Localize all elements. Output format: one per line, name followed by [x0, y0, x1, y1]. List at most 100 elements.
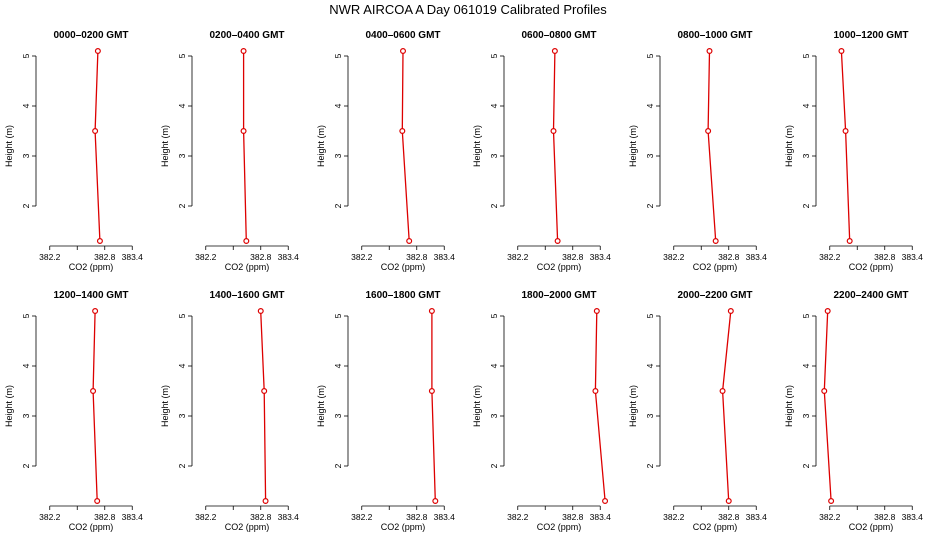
x-axis-label: CO2 (ppm) — [69, 522, 114, 532]
y-axis-label: Height (m) — [4, 125, 14, 167]
x-tick-label: 382.8 — [718, 512, 740, 522]
panel-title: 0600–0800 GMT — [521, 30, 596, 41]
data-point — [262, 498, 269, 505]
y-tick-label: 3 — [489, 413, 499, 418]
data-point — [432, 498, 439, 505]
panel-title: 0400–0600 GMT — [365, 30, 440, 41]
y-tick-label: 3 — [801, 413, 811, 418]
profile-panel: 2200–2400 GMT 2 3 4 5 382.2 382.8 383.4 CO2 (ppm… — [784, 290, 923, 532]
x-tick-label: 382.8 — [94, 512, 116, 522]
x-axis-label: CO2 (ppm) — [693, 262, 738, 272]
panel-title: 2200–2400 GMT — [833, 290, 908, 301]
y-axis-label: Height (m) — [628, 125, 638, 167]
panel-title: 1000–1200 GMT — [833, 30, 908, 41]
x-tick-label: 382.2 — [819, 512, 841, 522]
data-point — [554, 238, 561, 245]
y-tick-label: 2 — [177, 463, 187, 468]
y-tick-label: 5 — [21, 53, 31, 58]
panel-title: 1200–1400 GMT — [53, 290, 128, 301]
data-point — [842, 128, 849, 135]
y-tick-label: 5 — [645, 53, 655, 58]
y-tick-label: 5 — [333, 313, 343, 318]
data-point — [94, 498, 101, 505]
y-tick-label: 4 — [489, 363, 499, 368]
x-tick-label: 382.2 — [195, 512, 217, 522]
x-tick-label: 383.4 — [902, 512, 924, 522]
x-axis-label: CO2 (ppm) — [537, 522, 582, 532]
y-axis-label: Height (m) — [4, 385, 14, 427]
x-tick-label: 383.4 — [122, 252, 144, 262]
y-tick-label: 4 — [801, 363, 811, 368]
data-point — [257, 308, 264, 315]
panel-title: 0800–1000 GMT — [677, 30, 752, 41]
data-point — [243, 238, 250, 245]
x-tick-label: 382.8 — [718, 252, 740, 262]
y-tick-label: 2 — [801, 463, 811, 468]
x-tick-label: 383.4 — [746, 252, 768, 262]
y-tick-label: 4 — [177, 363, 187, 368]
co2-profile-line — [840, 50, 851, 242]
data-point — [400, 47, 407, 54]
y-tick-label: 2 — [21, 203, 31, 208]
co2-profile-line — [401, 50, 410, 242]
y-axis-label: Height (m) — [784, 125, 794, 167]
x-tick-label: 382.2 — [663, 252, 685, 262]
y-tick-label: 3 — [333, 153, 343, 158]
co2-profile-line — [92, 310, 98, 502]
x-tick-label: 382.8 — [250, 252, 272, 262]
data-point — [428, 388, 435, 395]
data-point — [828, 498, 835, 505]
y-tick-label: 5 — [801, 53, 811, 58]
x-tick-label: 382.8 — [874, 512, 896, 522]
y-axis-label: Height (m) — [316, 385, 326, 427]
y-tick-label: 2 — [801, 203, 811, 208]
profile-panel: 0200–0400 GMT 2 3 4 5 382.2 382.8 383.4 CO2 (ppm… — [160, 30, 299, 272]
data-point — [838, 47, 845, 54]
y-tick-label: 4 — [645, 363, 655, 368]
y-axis-label: Height (m) — [628, 385, 638, 427]
co2-profile-line — [823, 310, 832, 502]
y-tick-label: 5 — [21, 313, 31, 318]
co2-profile-line — [707, 50, 717, 242]
panel-title: 1400–1600 GMT — [209, 290, 284, 301]
panel-title: 1600–1800 GMT — [365, 290, 440, 301]
y-tick-label: 4 — [333, 363, 343, 368]
data-point — [846, 238, 853, 245]
co2-profile-line — [721, 310, 732, 502]
y-tick-label: 4 — [801, 103, 811, 108]
y-tick-label: 5 — [645, 313, 655, 318]
profile-panel: 0600–0800 GMT 2 3 4 5 382.2 382.8 383.4 CO2 (ppm… — [472, 30, 611, 272]
x-axis-label: CO2 (ppm) — [849, 262, 894, 272]
y-tick-label: 3 — [21, 153, 31, 158]
x-tick-label: 382.2 — [39, 252, 61, 262]
x-tick-label: 383.4 — [590, 512, 612, 522]
y-axis-label: Height (m) — [784, 385, 794, 427]
data-point — [94, 47, 101, 54]
data-point — [593, 308, 600, 315]
y-tick-label: 4 — [333, 103, 343, 108]
y-tick-label: 2 — [489, 463, 499, 468]
x-axis-label: CO2 (ppm) — [225, 522, 270, 532]
data-point — [727, 308, 734, 315]
y-axis-label: Height (m) — [160, 125, 170, 167]
x-tick-label: 383.4 — [278, 512, 300, 522]
data-point — [92, 308, 99, 315]
y-tick-label: 4 — [21, 103, 31, 108]
y-tick-label: 5 — [489, 53, 499, 58]
panel-title: 0200–0400 GMT — [209, 30, 284, 41]
data-point — [406, 238, 413, 245]
y-tick-label: 5 — [489, 313, 499, 318]
y-tick-label: 2 — [645, 203, 655, 208]
data-point — [399, 128, 406, 135]
data-point — [90, 388, 97, 395]
y-tick-label: 2 — [333, 463, 343, 468]
co2-profile-line — [260, 310, 267, 502]
x-tick-label: 382.2 — [507, 252, 529, 262]
panel-grid: 0000–0200 GMT 2 3 4 5 382.2 382.8 383.4 CO2 (ppm… — [4, 30, 923, 532]
x-tick-label: 383.4 — [746, 512, 768, 522]
x-tick-label: 383.4 — [122, 512, 144, 522]
data-point — [96, 238, 103, 245]
y-tick-label: 4 — [645, 103, 655, 108]
x-tick-label: 382.8 — [874, 252, 896, 262]
